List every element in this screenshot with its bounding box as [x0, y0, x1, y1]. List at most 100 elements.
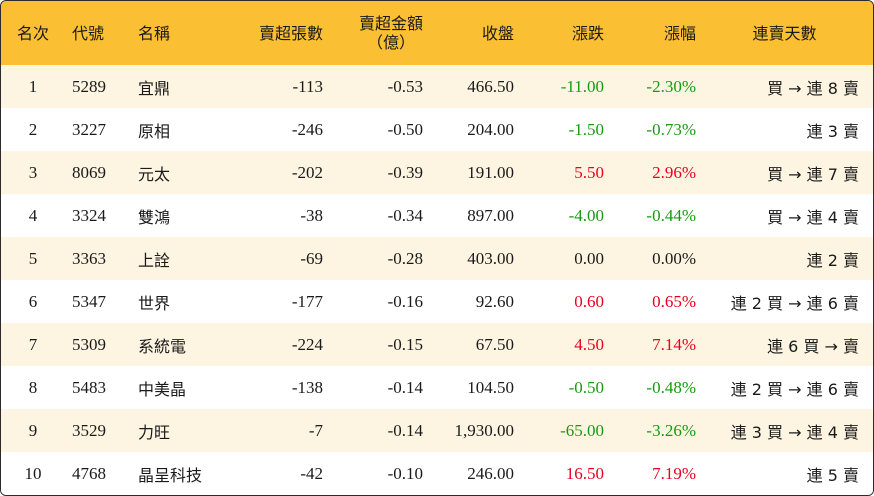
table-header-row: 名次 代號 名稱 賣超張數 賣超金額 （億） 收盤 漲跌 漲幅 連賣天數 — [1, 1, 873, 65]
table-row[interactable]: 7 5309 系統電 -224 -0.15 67.50 4.50 7.14% 連 6 買 → 賣 — [1, 323, 873, 366]
cell-rank: 6 — [28, 291, 38, 311]
cell-sell-amount: -0.16 — [387, 291, 423, 311]
table-row[interactable]: 5 3363 上詮 -69 -0.28 403.00 0.00 0.00% 連 2 賣 — [1, 237, 873, 280]
cell-name: 原相 — [138, 121, 171, 141]
cell-name: 元太 — [138, 164, 171, 184]
table-row[interactable]: 4 3324 雙鴻 -38 -0.34 897.00 -4.00 -0.44% 買 → 連 4 … — [1, 194, 873, 237]
cell-change: 0.00 — [574, 248, 604, 268]
cell-sell-lots: -38 — [300, 205, 323, 225]
cell-change-pct: 2.96% — [652, 162, 696, 182]
cell-change-pct: 7.14% — [652, 334, 696, 354]
cell-rank: 8 — [28, 377, 38, 397]
cell-rank: 1 — [28, 76, 38, 96]
cell-name: 系統電 — [138, 336, 187, 356]
cell-change-pct: 7.19% — [652, 463, 696, 483]
cell-code: 3227 — [72, 119, 106, 139]
cell-streak: 連 2 買 → 連 6 賣 — [730, 293, 859, 313]
cell-sell-lots: -7 — [308, 420, 323, 440]
table-row[interactable]: 8 5483 中美晶 -138 -0.14 104.50 -0.50 -0.48% 連 2 買 … — [1, 366, 873, 409]
cell-change-pct: 0.00% — [652, 248, 696, 268]
header-close[interactable]: 收盤 — [481, 23, 514, 43]
header-name[interactable]: 名稱 — [138, 23, 171, 43]
cell-code: 5347 — [72, 291, 106, 311]
header-sell-amount[interactable]: 賣超金額 （億） — [323, 1, 423, 65]
cell-change: -11.00 — [560, 76, 604, 96]
cell-sell-amount: -0.14 — [387, 377, 423, 397]
cell-streak: 買 → 連 8 賣 — [767, 78, 859, 98]
cell-name: 力旺 — [138, 422, 171, 442]
table-row[interactable]: 9 3529 力旺 -7 -0.14 1,930.00 -65.00 -3.26% 連 3 買 … — [1, 409, 873, 452]
header-sell-amount-text: 賣超金額 （億） — [359, 14, 423, 52]
cell-change: 4.50 — [574, 334, 604, 354]
cell-sell-amount: -0.39 — [387, 162, 423, 182]
cell-streak: 買 → 連 4 賣 — [767, 207, 859, 227]
cell-sell-lots: -69 — [300, 248, 323, 268]
cell-sell-lots: -138 — [291, 377, 323, 397]
cell-streak: 買 → 連 7 賣 — [767, 164, 859, 184]
cell-sell-amount: -0.10 — [387, 463, 423, 483]
cell-streak: 連 3 賣 — [806, 121, 859, 141]
header-sell-lots[interactable]: 賣超張數 — [258, 23, 323, 43]
header-code[interactable]: 代號 — [72, 23, 105, 43]
cell-rank: 5 — [28, 248, 38, 268]
header-sell-amount-line1: 賣超金額 — [358, 14, 423, 33]
cell-code: 4768 — [72, 463, 106, 483]
cell-sell-lots: -177 — [291, 291, 323, 311]
cell-code: 3529 — [72, 420, 106, 440]
cell-code: 8069 — [72, 162, 106, 182]
header-rank[interactable]: 名次 — [16, 23, 49, 43]
cell-name: 晶呈科技 — [138, 465, 203, 485]
cell-sell-lots: -42 — [300, 463, 323, 483]
cell-rank: 4 — [28, 205, 38, 225]
cell-code: 3363 — [72, 248, 106, 268]
cell-change-pct: -0.73% — [646, 119, 696, 139]
cell-name: 上詮 — [138, 250, 171, 270]
cell-sell-lots: -246 — [291, 119, 323, 139]
cell-code: 5483 — [72, 377, 106, 397]
cell-sell-amount: -0.34 — [387, 205, 423, 225]
cell-close: 67.50 — [475, 334, 514, 354]
table-row[interactable]: 1 5289 宜鼎 -113 -0.53 466.50 -11.00 -2.30% 買 → 連 … — [1, 65, 873, 108]
cell-name: 中美晶 — [138, 379, 187, 399]
header-change[interactable]: 漲跌 — [571, 23, 604, 43]
cell-streak: 連 5 賣 — [806, 465, 859, 485]
table-row[interactable]: 6 5347 世界 -177 -0.16 92.60 0.60 0.65% 連 2 買 → 連 … — [1, 280, 873, 323]
cell-change: 16.50 — [565, 463, 604, 483]
table-row[interactable]: 10 4768 晶呈科技 -42 -0.10 246.00 16.50 7.19% 連 5 賣 — [1, 452, 873, 495]
header-sell-amount-line2: （億） — [366, 33, 415, 52]
cell-rank: 2 — [28, 119, 38, 139]
cell-name: 雙鴻 — [138, 207, 171, 227]
cell-change-pct: -2.30% — [646, 76, 696, 96]
cell-sell-amount: -0.14 — [387, 420, 423, 440]
cell-code: 3324 — [72, 205, 106, 225]
cell-close: 466.50 — [467, 76, 514, 96]
cell-change-pct: -3.26% — [646, 420, 696, 440]
cell-streak: 連 3 買 → 連 4 賣 — [730, 422, 859, 442]
cell-change: -0.50 — [568, 377, 604, 397]
header-streak[interactable]: 連賣天數 — [752, 23, 817, 43]
cell-change-pct: 0.65% — [652, 291, 696, 311]
table-body: 1 5289 宜鼎 -113 -0.53 466.50 -11.00 -2.30% 買 → 連 … — [1, 65, 873, 495]
cell-sell-amount: -0.50 — [387, 119, 423, 139]
table-row[interactable]: 3 8069 元太 -202 -0.39 191.00 5.50 2.96% 買 → 連 7 賣 — [1, 151, 873, 194]
cell-close: 92.60 — [475, 291, 514, 311]
header-change-pct[interactable]: 漲幅 — [663, 23, 696, 43]
cell-change: 5.50 — [574, 162, 604, 182]
cell-change-pct: -0.44% — [646, 205, 696, 225]
cell-name: 世界 — [138, 293, 171, 313]
cell-rank: 9 — [28, 420, 38, 440]
cell-sell-lots: -224 — [291, 334, 323, 354]
cell-change: -1.50 — [568, 119, 604, 139]
cell-close: 897.00 — [467, 205, 514, 225]
table-row[interactable]: 2 3227 原相 -246 -0.50 204.00 -1.50 -0.73% 連 3 賣 — [1, 108, 873, 151]
cell-code: 5289 — [72, 76, 106, 96]
cell-rank: 3 — [28, 162, 38, 182]
cell-close: 104.50 — [467, 377, 514, 397]
cell-code: 5309 — [72, 334, 106, 354]
cell-change: 0.60 — [574, 291, 604, 311]
cell-sell-lots: -113 — [292, 76, 323, 96]
cell-streak: 連 2 賣 — [806, 250, 859, 270]
cell-sell-lots: -202 — [291, 162, 323, 182]
cell-rank: 10 — [24, 463, 42, 483]
